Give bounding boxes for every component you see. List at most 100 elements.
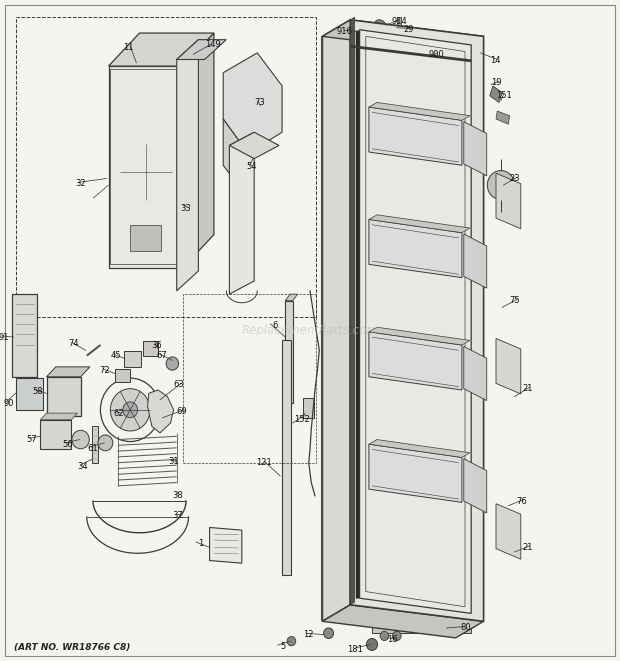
Bar [143,341,158,356]
Text: 21: 21 [522,543,533,552]
Circle shape [392,631,401,641]
Polygon shape [183,33,214,268]
Polygon shape [350,20,484,621]
Polygon shape [229,132,279,159]
Polygon shape [496,504,521,559]
Text: 37: 37 [172,511,183,520]
Polygon shape [496,173,521,229]
Text: 34: 34 [78,461,88,471]
Text: 1: 1 [198,539,203,548]
Polygon shape [464,459,487,513]
Polygon shape [369,444,462,502]
Bar [40,420,71,449]
Polygon shape [369,327,470,345]
Circle shape [373,20,386,33]
Text: 72: 72 [100,366,110,375]
Circle shape [72,430,89,449]
Polygon shape [496,338,521,394]
Circle shape [324,628,334,639]
Polygon shape [108,66,183,268]
Polygon shape [350,17,355,605]
Circle shape [98,435,113,451]
Text: 29: 29 [403,25,414,34]
Circle shape [166,357,179,370]
Text: 90: 90 [3,399,14,408]
Text: 73: 73 [255,98,265,107]
Text: 61: 61 [87,444,98,453]
Bar [397,17,401,32]
Text: 36: 36 [152,340,162,350]
Text: 900: 900 [428,50,444,59]
Polygon shape [322,20,350,621]
Text: 54: 54 [247,162,257,171]
Bar [19,395,30,399]
Bar [32,380,40,385]
Text: 80: 80 [461,623,471,633]
Polygon shape [148,390,174,433]
Polygon shape [210,527,242,563]
Text: 914: 914 [392,17,407,26]
Text: 67: 67 [157,351,167,360]
Polygon shape [369,102,470,120]
Text: 23: 23 [510,174,520,183]
Polygon shape [108,33,214,66]
Text: 58: 58 [33,387,43,396]
Text: 181: 181 [347,644,363,654]
Circle shape [380,631,389,641]
Circle shape [366,639,378,650]
Text: 91: 91 [0,332,9,342]
Polygon shape [223,119,248,198]
Text: 69: 69 [177,407,187,416]
Polygon shape [464,122,487,176]
Text: 151: 151 [496,91,511,100]
Text: 45: 45 [111,351,122,360]
Polygon shape [369,219,462,278]
Polygon shape [46,377,81,416]
Circle shape [123,402,138,418]
Polygon shape [464,346,487,401]
Polygon shape [130,225,161,251]
Text: 19: 19 [491,78,502,87]
Circle shape [110,389,150,431]
Bar [303,398,314,418]
Text: 152: 152 [294,415,310,424]
Polygon shape [223,53,282,153]
Bar [282,340,291,575]
Polygon shape [369,107,462,165]
Text: 21: 21 [522,384,533,393]
Polygon shape [12,294,37,377]
Text: 38: 38 [172,491,183,500]
Text: 12: 12 [303,630,313,639]
Text: (ART NO. WR18766 C8): (ART NO. WR18766 C8) [14,643,130,652]
Text: ReplacementParts.com: ReplacementParts.com [242,324,378,337]
Polygon shape [16,378,43,410]
Text: 56: 56 [63,440,73,449]
Polygon shape [464,234,487,288]
Polygon shape [285,294,298,301]
Text: 11: 11 [123,43,133,52]
Bar [16,17,316,317]
Text: 6: 6 [272,321,278,330]
Polygon shape [490,86,502,102]
Polygon shape [369,215,470,233]
Text: 16: 16 [388,635,398,644]
Polygon shape [177,40,226,59]
Bar [372,625,471,633]
Text: 62: 62 [113,408,124,418]
Bar [285,301,293,403]
Text: 5: 5 [280,642,285,651]
Circle shape [120,144,172,200]
Text: 33: 33 [180,204,190,213]
Bar [19,381,30,385]
Bar [92,426,98,463]
Polygon shape [322,20,484,53]
Polygon shape [177,40,198,291]
Text: 75: 75 [510,296,520,305]
Polygon shape [46,367,90,377]
Bar [183,294,316,463]
Polygon shape [496,111,510,124]
Bar [115,369,130,382]
Bar [367,26,378,33]
Circle shape [234,84,268,121]
Text: 32: 32 [75,179,86,188]
